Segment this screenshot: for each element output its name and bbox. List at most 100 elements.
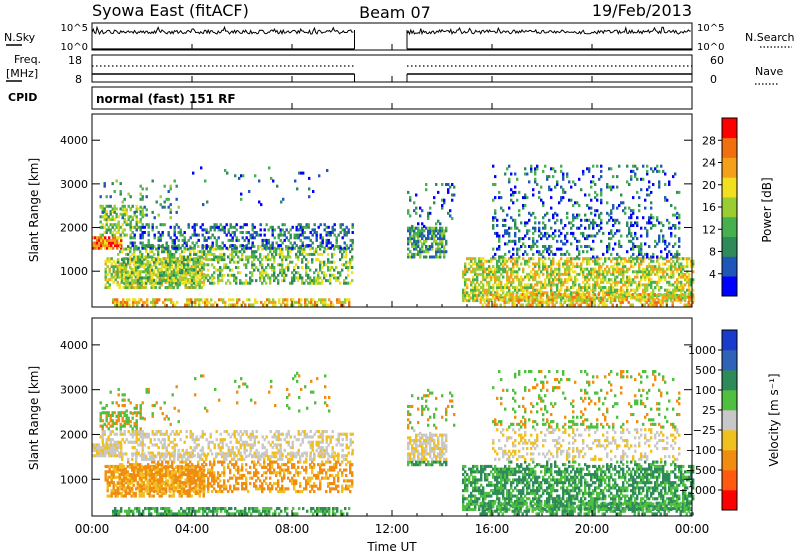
data-cell [150,300,153,304]
data-cell [546,177,549,181]
data-cell [503,298,506,302]
data-cell [114,451,117,455]
data-cell [407,239,410,243]
data-cell [512,280,515,284]
data-cell [305,236,308,240]
data-cell [140,475,143,479]
data-cell [683,298,686,302]
data-cell [504,172,507,176]
data-cell [159,203,162,207]
data-cell [116,270,119,274]
data-cell [423,234,426,238]
data-cell [686,278,689,282]
data-cell [640,247,643,251]
data-cell [303,231,306,234]
data-cell [176,259,179,263]
data-cell [317,258,320,262]
data-cell [104,454,107,458]
data-cell [413,255,416,259]
data-cell [107,438,110,442]
data-cell [139,236,142,240]
data-cell [259,271,262,275]
data-cell [492,164,495,168]
data-cell [317,273,320,277]
data-cell [478,288,481,292]
data-cell [226,171,229,175]
data-cell [629,303,632,307]
data-cell [574,299,577,303]
data-cell [214,300,217,304]
data-cell [624,259,627,263]
data-cell [630,209,633,213]
data-cell [614,283,617,287]
data-cell [113,411,116,415]
data-cell [558,288,561,292]
data-cell [187,247,190,251]
data-cell [106,244,109,248]
data-cell [605,298,608,302]
data-cell [518,247,521,251]
data-cell [574,183,577,186]
data-cell [198,262,201,266]
data-cell [556,272,559,276]
data-cell [345,266,348,269]
data-cell [602,286,605,289]
data-cell [431,234,434,238]
data-cell [171,279,174,283]
data-cell [325,241,328,245]
data-cell [131,273,134,277]
data-cell [538,250,541,254]
data-cell [628,257,631,261]
data-cell [660,255,663,259]
data-cell [186,267,189,271]
data-cell [211,263,214,267]
data-cell [451,198,454,202]
data-cell [243,250,246,254]
data-cell [648,185,651,189]
data-cell [556,278,559,282]
data-cell [301,228,304,232]
data-cell [346,298,349,302]
data-cell [610,231,613,235]
data-cell [538,280,541,284]
data-cell [610,283,613,287]
data-cell [331,252,334,256]
data-cell [588,291,591,295]
data-cell [115,421,118,425]
data-cell [114,446,117,450]
data-cell [542,262,545,266]
data-cell [349,238,352,242]
data-cell [639,300,642,304]
data-cell [309,268,312,272]
data-cell [124,494,127,498]
data-cell [314,300,317,304]
data-cell [195,263,198,267]
data-cell [129,225,132,229]
data-cell [504,283,507,287]
data-cell [187,238,190,242]
data-cell [243,263,246,267]
data-cell [194,286,197,289]
data-cell [241,225,244,229]
data-cell [552,257,555,261]
data-cell [407,211,410,215]
data-cell [636,259,639,263]
data-cell [650,280,653,284]
data-cell [241,236,244,240]
data-cell [538,234,541,238]
data-cell [472,296,475,300]
data-cell [323,271,326,275]
data-cell [481,295,484,299]
data-cell [620,234,623,238]
data-cell [632,169,635,173]
data-cell [351,266,354,269]
data-cell [133,440,136,444]
data-cell [319,223,322,227]
data-cell [607,295,610,299]
data-cell [211,258,214,262]
data-cell [636,245,639,248]
data-cell [496,218,499,222]
data-cell [532,188,535,192]
data-cell [439,242,442,246]
